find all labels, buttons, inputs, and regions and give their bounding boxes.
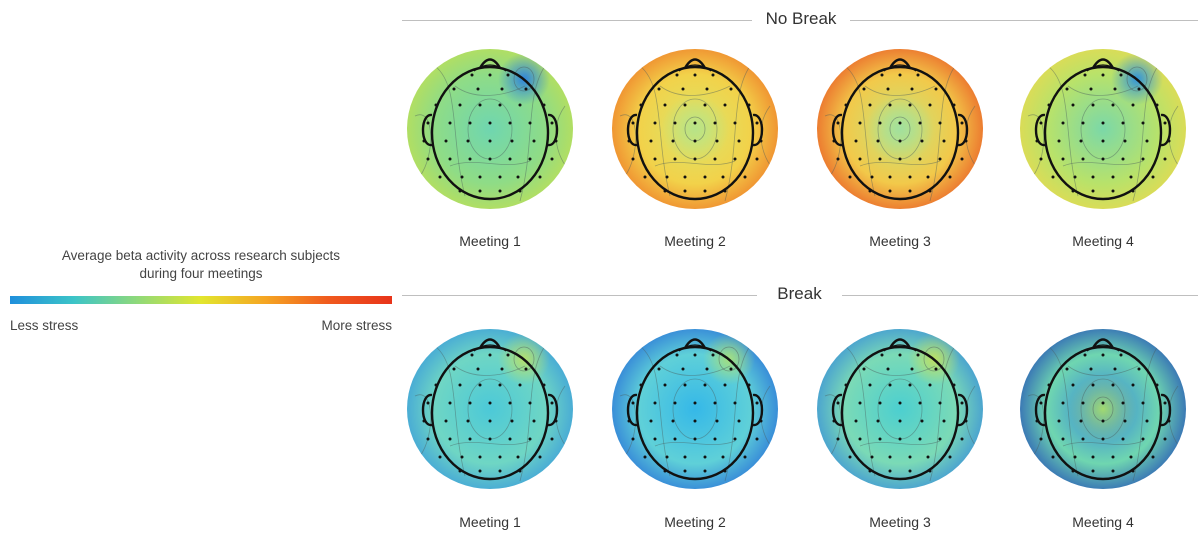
topomap-svg [407,49,573,209]
section-rule-left [402,20,752,21]
map-caption: Meeting 1 [459,514,521,530]
legend-high-label: More stress [321,318,392,333]
topomap [405,326,575,492]
topomap [815,46,985,212]
topomap-svg [612,329,778,489]
topomap [815,326,985,492]
electrode-dots [627,73,763,193]
topomap [1018,46,1188,212]
topomap-svg [817,49,983,209]
head-outline-icon [421,58,559,201]
legend-title-line2: during four meetings [139,266,263,281]
topomap-svg [407,329,573,489]
topomap-svg [612,49,778,209]
section-rule-left [402,295,757,296]
head-outline-icon [626,58,764,201]
electrode-dots [1035,353,1171,473]
map-caption: Meeting 3 [869,233,931,249]
topomap [610,326,780,492]
topomap-svg [1020,49,1186,209]
topomap [1018,326,1188,492]
topomap-svg [1020,329,1186,489]
section-title-break: Break [757,284,842,304]
map-caption: Meeting 1 [459,233,521,249]
legend-title: Average beta activity across research su… [10,247,392,283]
electrode-dots [832,353,968,473]
section-rule-right [850,20,1198,21]
head-outline-icon [831,58,969,201]
legend-low-label: Less stress [10,318,79,333]
section-rule-right [842,295,1198,296]
map-caption: Meeting 2 [664,514,726,530]
electrode-dots [422,73,558,193]
head-outline-icon [831,338,969,481]
map-caption: Meeting 3 [869,514,931,530]
topomap [405,46,575,212]
legend-title-line1: Average beta activity across research su… [61,248,341,263]
head-outline-icon [1034,338,1172,481]
map-caption: Meeting 4 [1072,514,1134,530]
head-outline-icon [626,338,764,481]
electrode-dots [832,73,968,193]
color-scale-bar [10,296,392,304]
topomap [610,46,780,212]
map-caption: Meeting 4 [1072,233,1134,249]
electrode-dots [1035,73,1171,193]
head-outline-icon [421,338,559,481]
electrode-dots [627,353,763,473]
map-caption: Meeting 2 [664,233,726,249]
electrode-dots [422,353,558,473]
head-outline-icon [1034,58,1172,201]
section-title-no-break: No Break [752,9,850,29]
topomap-svg [817,329,983,489]
